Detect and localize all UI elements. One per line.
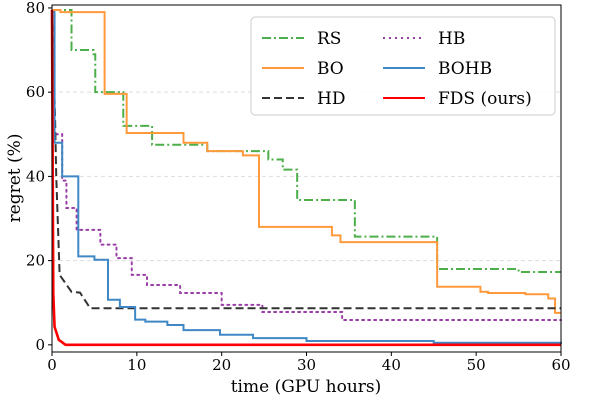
y-tick-label: 60 — [26, 83, 45, 101]
y-axis-label: regret (%) — [5, 134, 25, 223]
x-tick-label: 50 — [467, 356, 486, 374]
series-line-bo — [52, 9, 561, 314]
series-line-fds-ours — [50, 10, 561, 347]
series-lines — [50, 9, 562, 347]
legend: RS BO HD HB BOHB FDS (ours) — [250, 16, 556, 116]
legend-box — [250, 16, 556, 116]
x-tick-label: 0 — [47, 356, 57, 374]
legend-label: HD — [317, 89, 345, 109]
legend-label: RS — [317, 29, 341, 49]
x-tick-label: 60 — [551, 356, 570, 374]
y-tick-label: 20 — [26, 252, 45, 270]
x-axis: 0 10 20 30 40 50 60 — [47, 352, 571, 374]
y-tick-label: 0 — [35, 336, 45, 354]
series-line-hb — [51, 11, 562, 321]
y-tick-label: 40 — [26, 167, 45, 185]
series-line-bohb — [52, 11, 562, 344]
x-tick-label: 40 — [382, 356, 401, 374]
x-axis-label: time (GPU hours) — [231, 377, 382, 397]
x-tick-label: 20 — [212, 356, 231, 374]
legend-label: FDS (ours) — [438, 89, 532, 109]
x-tick-label: 10 — [127, 356, 146, 374]
legend-label: HB — [438, 29, 465, 49]
legend-label: BOHB — [438, 59, 492, 79]
gridlines — [52, 91, 561, 262]
x-tick-label: 30 — [297, 356, 316, 374]
y-tick-label: 80 — [26, 0, 45, 17]
y-axis: 0 20 40 60 80 — [26, 0, 52, 354]
legend-label: BO — [317, 59, 344, 79]
